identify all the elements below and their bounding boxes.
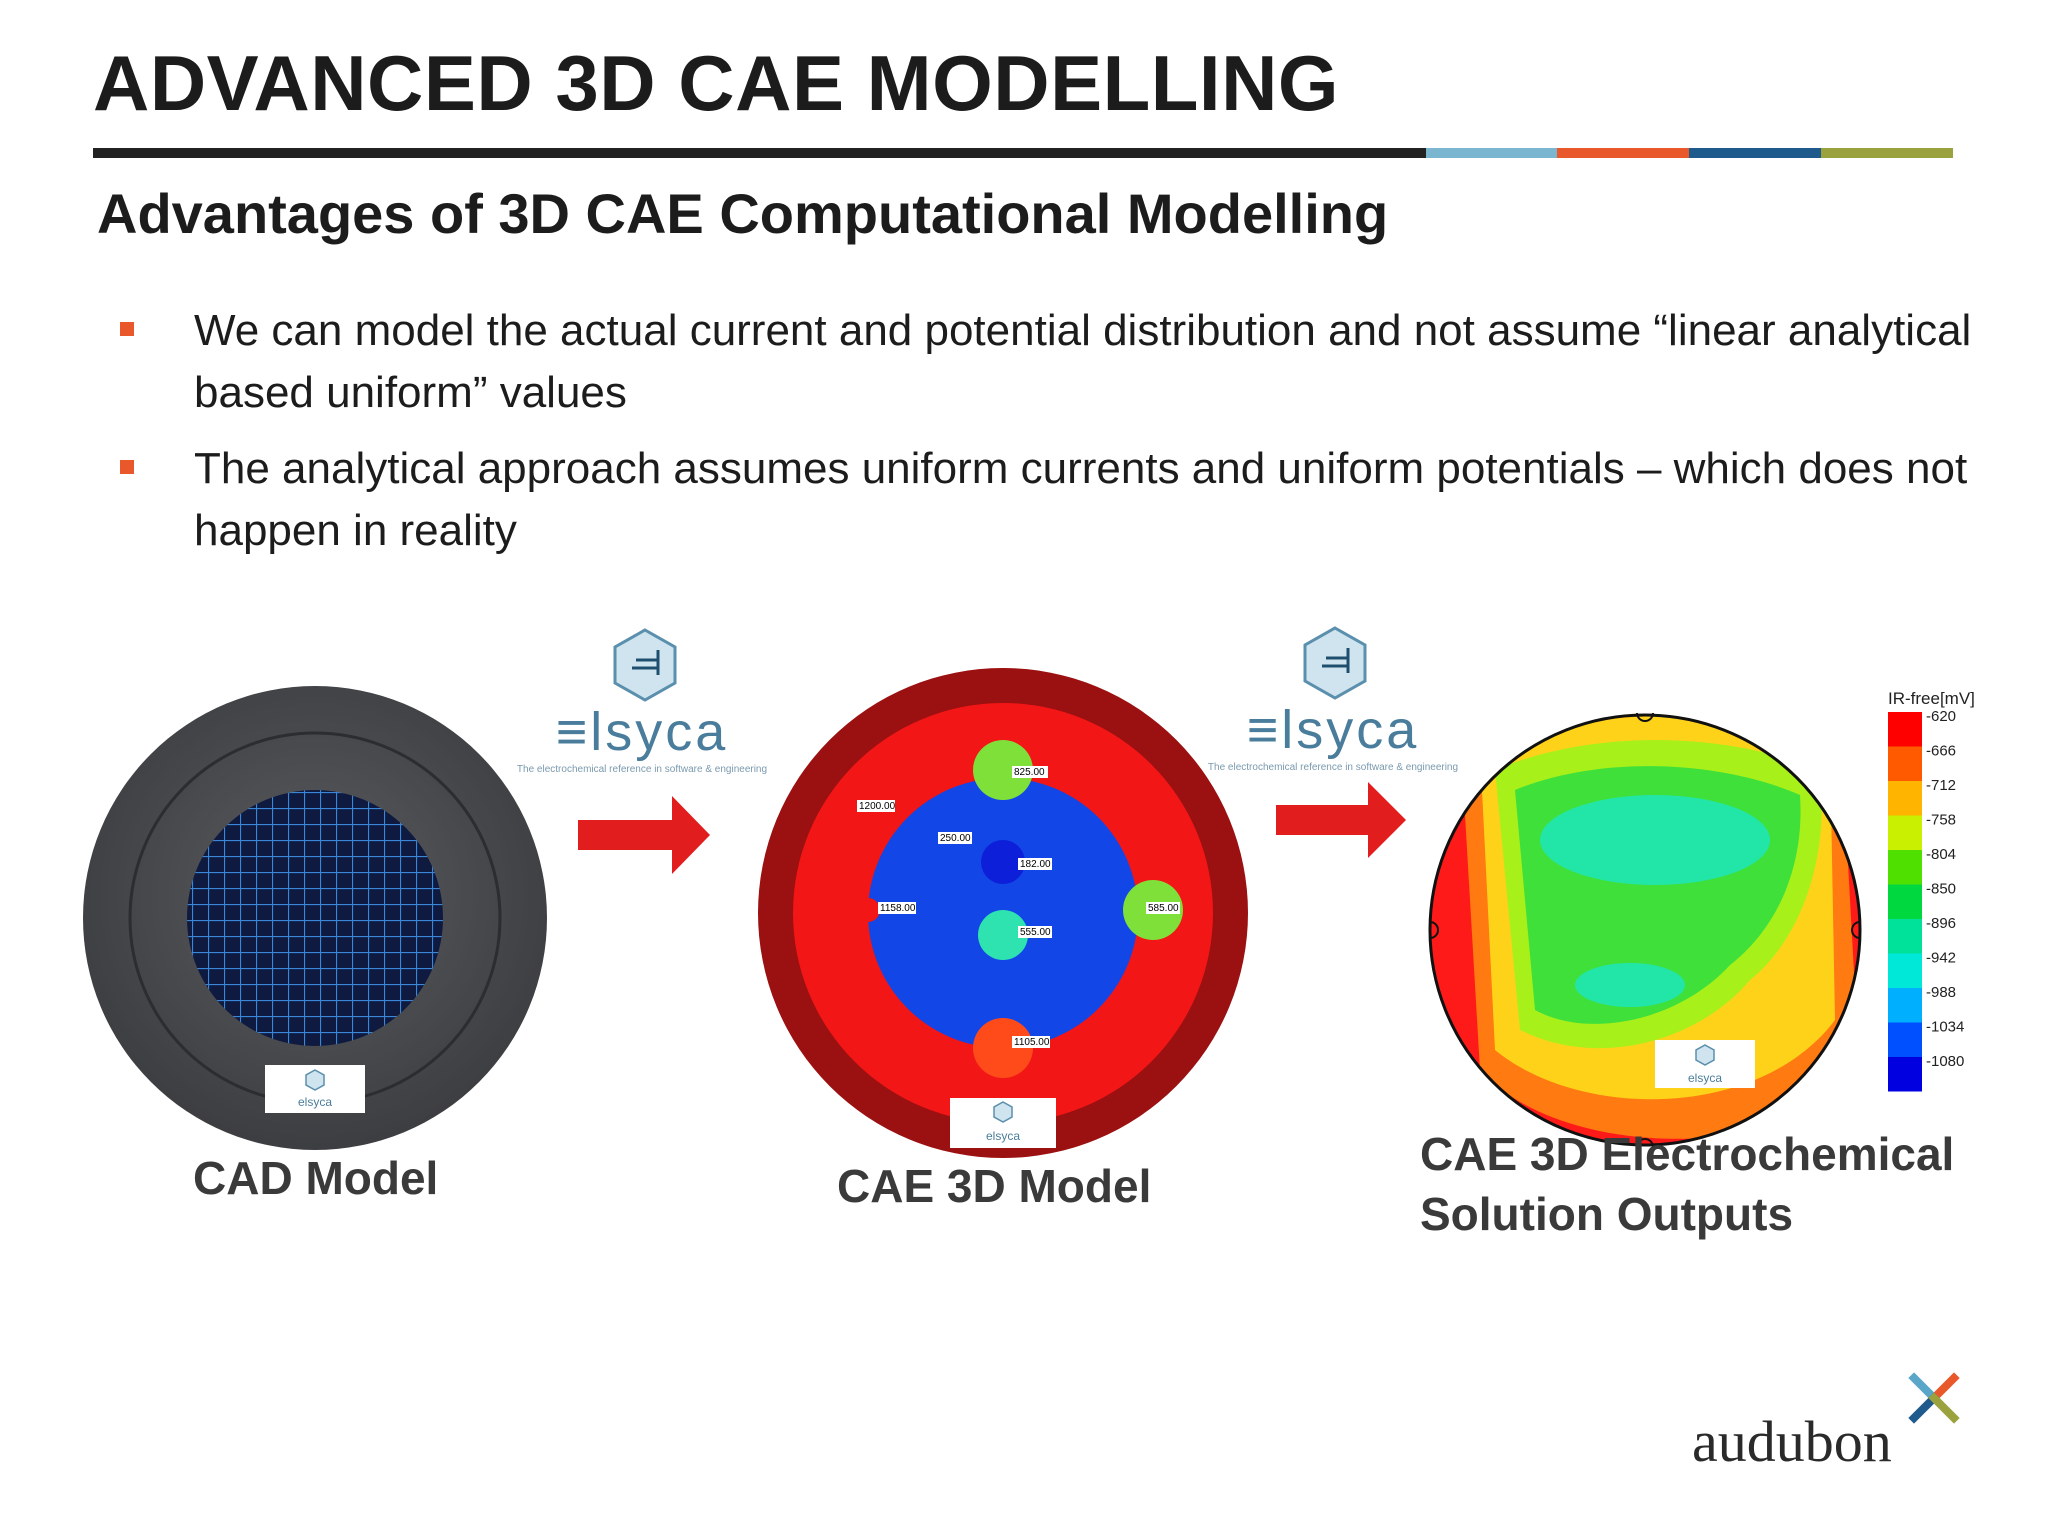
legend-swatch [1888,746,1922,781]
legend-value: -1034 [1926,1019,1964,1036]
rule-accent-navy [1689,148,1821,158]
legend-swatch [1888,884,1922,919]
model-point-label: 555.00 [1020,927,1051,938]
model-point-blob [981,840,1025,884]
elsyca-logo-icon [305,1069,325,1091]
bullet-item: The analytical approach assumes uniform … [118,438,1988,562]
elsyca-logo-1: ≡lsyca The electrochemical reference in … [517,628,767,775]
bullet-marker [120,322,134,336]
legend-value: -620 [1926,708,1956,725]
cae-figure: elsyca ≡lsyca The electrochemical refere… [83,626,1975,1158]
legend-title: IR-free[mV] [1888,689,1975,708]
elsyca-hexagon-icon [1303,626,1367,700]
legend-value: -896 [1926,915,1956,932]
arrow-right-icon [1276,782,1406,858]
model-point-label: 1158.00 [880,903,916,914]
legend-value: -712 [1926,777,1956,794]
bullet-text: The analytical approach assumes uniform … [194,444,1968,555]
legend-swatch [1888,919,1922,954]
elsyca-logo-2: ≡lsyca The electrochemical reference in … [1208,626,1458,773]
legend-swatch [1888,988,1922,1023]
model-point-label: 825.00 [1014,767,1045,778]
rule-accent-blue [1426,148,1557,158]
caption-solution-line1: CAE 3D Electrochemical [1420,1128,1955,1180]
legend-swatch [1888,850,1922,885]
audubon-wordmark: audubon [1692,1409,1892,1474]
caption-cae-3d-model: CAE 3D Model [837,1160,1152,1212]
svg-text:≡lsyca: ≡lsyca [1247,700,1420,760]
slide-title: ADVANCED 3D CAE MODELLING [93,39,1340,127]
caption-solution-line2: Solution Outputs [1420,1188,1794,1240]
legend-value: -942 [1926,950,1956,967]
legend-value: -666 [1926,743,1956,760]
svg-text:elsyca: elsyca [1688,1071,1722,1085]
title-rule [93,148,1426,158]
rule-accent-olive [1821,148,1953,158]
legend-swatch [1888,1057,1922,1092]
solution-contour-image: elsyca [1428,712,1862,1148]
svg-text:The electrochemical reference: The electrochemical reference in softwar… [517,764,767,775]
model-point-blob [973,740,1033,800]
legend-swatch [1888,781,1922,816]
legend-value: -758 [1926,812,1956,829]
model-point-label: 1200.00 [859,801,896,812]
legend-swatch [1888,1022,1922,1057]
rule-accent-orange [1557,148,1689,158]
cae-3d-model-image: elsyca [758,668,1248,1158]
model-point-label: 1105.00 [1014,1037,1050,1048]
legend-swatch [1888,712,1922,747]
svg-text:elsyca: elsyca [986,1129,1020,1143]
model-point-label: 182.00 [1020,859,1051,870]
slide-subtitle: Advantages of 3D CAE Computational Model… [97,182,1389,245]
bullet-list: We can model the actual current and pote… [118,300,1988,576]
bullet-marker [120,460,134,474]
legend-value: -804 [1926,846,1956,863]
caption-cad-model: CAD Model [193,1152,439,1204]
cad-model-image: elsyca [83,686,547,1150]
legend-value: -988 [1926,984,1956,1001]
model-point-blob [978,910,1028,960]
bullet-item: We can model the actual current and pote… [118,300,1988,424]
model-point-label: 250.00 [940,833,971,844]
elsyca-hexagon-icon [613,628,677,702]
svg-text:The electrochemical reference: The electrochemical reference in softwar… [1208,762,1458,773]
model-point-blob [973,1018,1033,1078]
legend-value: -850 [1926,881,1956,898]
audubon-logo-icon [1908,1372,1960,1424]
legend-swatch [1888,815,1922,850]
legend-value: -1080 [1926,1053,1964,1070]
svg-text:≡lsyca: ≡lsyca [556,702,729,762]
arrow-right-icon [578,796,710,874]
svg-text:elsyca: elsyca [298,1095,332,1109]
model-point-label: 585.00 [1148,903,1179,914]
bullet-text: We can model the actual current and pote… [194,306,1972,417]
legend-swatch [1888,953,1922,988]
ir-free-legend: IR-free[mV] -620 -666 -712 -758 -804 -850 -896… [1888,689,1975,1092]
